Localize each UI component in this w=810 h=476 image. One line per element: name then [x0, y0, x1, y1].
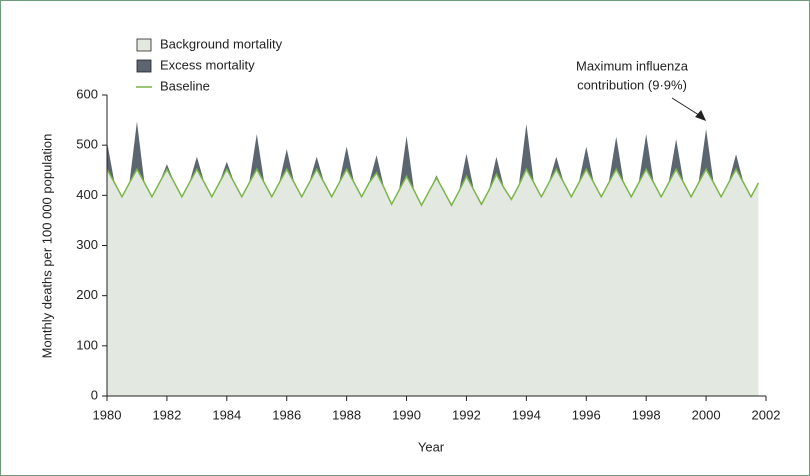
legend-swatch [136, 59, 152, 73]
y-tick-label: 100 [76, 337, 98, 352]
x-tick-label: 1980 [93, 407, 122, 422]
annotation: Maximum influenza [576, 58, 689, 73]
y-tick-label: 600 [76, 86, 98, 101]
x-tick-label: 1992 [452, 407, 481, 422]
y-tick-label: 0 [91, 387, 98, 402]
baseline-line [106, 167, 760, 208]
background-area [107, 169, 759, 396]
x-tick-label: 1998 [632, 407, 661, 422]
x-tick-label: 2000 [692, 407, 721, 422]
annotation-arrow [671, 97, 703, 118]
annotation-arrowhead [695, 110, 707, 121]
x-tick-label: 1996 [572, 407, 601, 422]
annotation: contribution (9·9%) [577, 77, 687, 92]
y-tick-label: 400 [76, 187, 98, 202]
y-tick-label: 200 [76, 287, 98, 302]
x-tick-label: 1990 [392, 407, 421, 422]
y-tick-label: 500 [76, 137, 98, 152]
x-tick-label: 1994 [512, 407, 541, 422]
legend-label: Background mortality [160, 36, 283, 51]
x-tick-label: 2002 [752, 407, 781, 422]
x-axis-label: Year [418, 439, 445, 454]
legend-label: Excess mortality [160, 57, 255, 72]
legend-swatch [136, 38, 152, 52]
y-tick-label: 300 [76, 237, 98, 252]
legend-label: Baseline [160, 78, 210, 93]
x-tick-label: 1982 [152, 407, 181, 422]
x-tick-label: 1988 [332, 407, 361, 422]
x-tick-label: 1984 [212, 407, 241, 422]
x-tick-label: 1986 [272, 407, 301, 422]
y-axis-label: Monthly deaths per 100 000 population [39, 134, 54, 359]
